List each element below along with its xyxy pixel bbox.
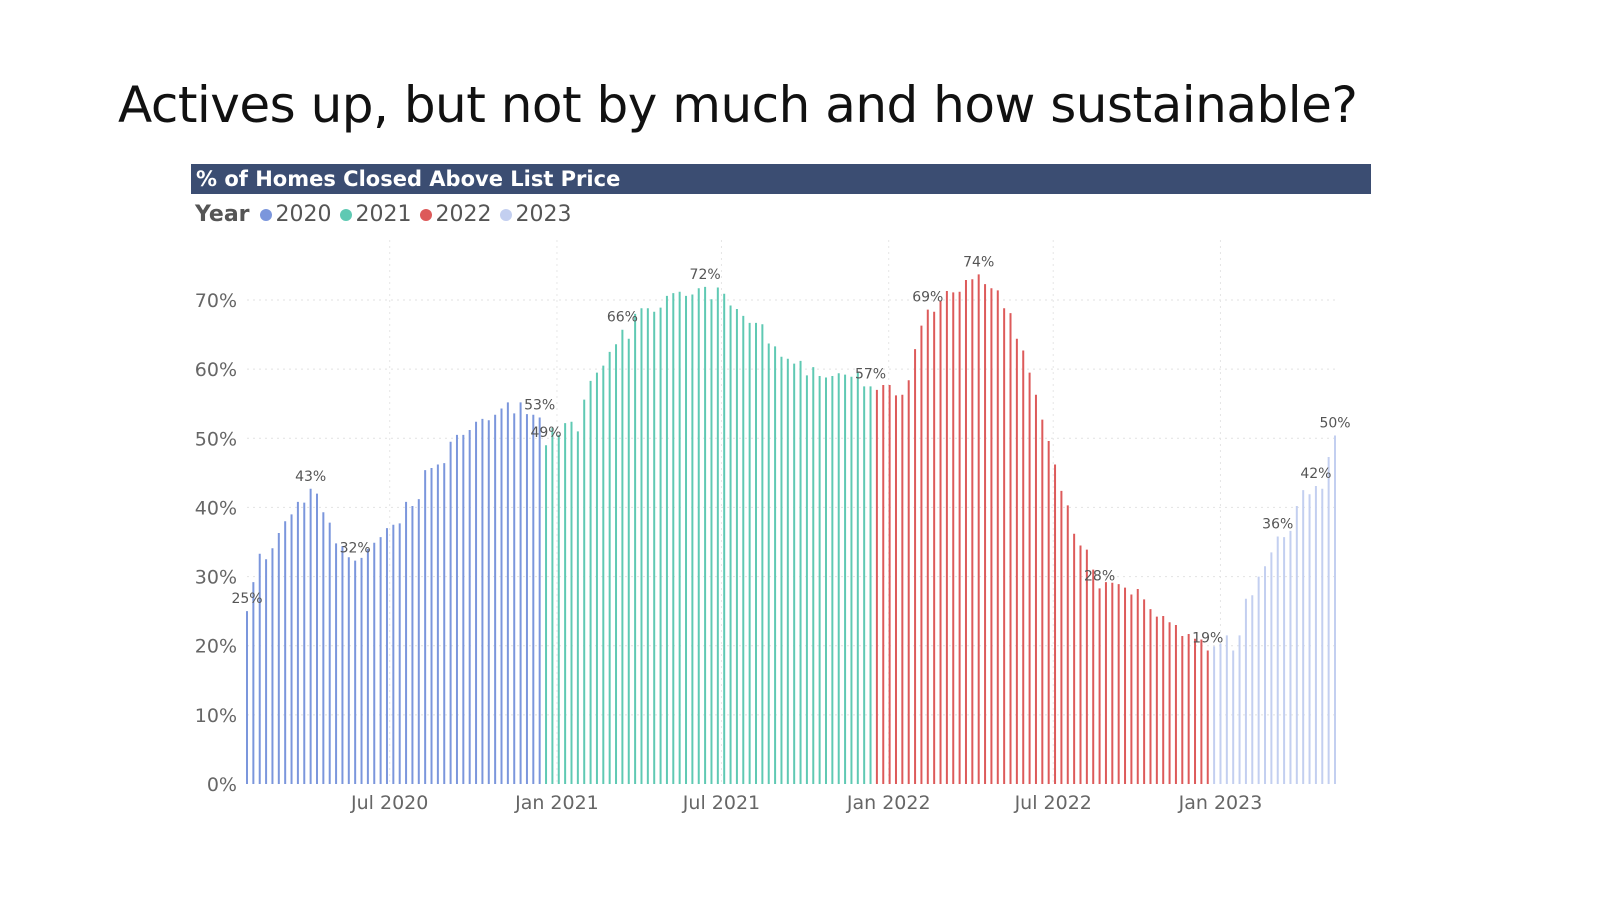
data-label: 36% <box>1262 516 1293 532</box>
legend-label: 2021 <box>355 202 412 227</box>
data-labels: 25% 43% 32% 53% 49% 66% 72% 57% 69% 74% 28% 19% 36% 4… <box>231 254 1350 646</box>
chart-title: % of Homes Closed Above List Price <box>191 164 1371 194</box>
data-label: 53% <box>524 398 555 414</box>
legend-label: 2022 <box>435 202 492 227</box>
axes: 0% 10% 20% 30% 40% 50% 60% 70% Jul 2020 Jan 2021 J… <box>195 290 1263 814</box>
data-label: 32% <box>340 541 371 557</box>
legend-dot-icon <box>339 208 352 221</box>
y-tick-label: 50% <box>195 428 237 450</box>
y-tick-label: 0% <box>207 774 237 796</box>
data-label: 72% <box>690 267 721 283</box>
x-tick-label: Jan 2021 <box>514 792 599 814</box>
data-label: 74% <box>963 254 994 270</box>
x-tick-label: Jul 2020 <box>350 792 428 814</box>
x-tick-label: Jul 2021 <box>682 792 760 814</box>
x-tick-label: Jan 2023 <box>1178 792 1263 814</box>
legend-item-2022[interactable]: 2022 <box>419 202 492 227</box>
y-tick-label: 40% <box>195 497 237 519</box>
data-label: 66% <box>607 310 638 326</box>
data-label: 43% <box>295 469 326 485</box>
chart-legend: Year 2020 2021 2022 2023 <box>195 202 580 227</box>
legend-item-2023[interactable]: 2023 <box>499 202 572 227</box>
x-tick-label: Jan 2022 <box>846 792 931 814</box>
y-tick-label: 30% <box>195 567 237 589</box>
legend-dot-icon <box>259 208 272 221</box>
data-label: 69% <box>912 290 943 306</box>
y-tick-label: 60% <box>195 359 237 381</box>
data-label: 28% <box>1084 568 1115 584</box>
bars <box>246 274 1336 784</box>
y-tick-label: 20% <box>195 636 237 658</box>
legend-label: 2020 <box>275 202 332 227</box>
data-label: 42% <box>1300 466 1331 482</box>
data-label: 19% <box>1192 631 1223 647</box>
legend-title: Year <box>195 202 250 227</box>
x-tick-label: Jul 2022 <box>1014 792 1092 814</box>
legend-item-2020[interactable]: 2020 <box>259 202 332 227</box>
data-label: 57% <box>855 366 886 382</box>
legend-item-2021[interactable]: 2021 <box>339 202 412 227</box>
legend-label: 2023 <box>515 202 572 227</box>
data-label: 25% <box>231 591 262 607</box>
gridlines <box>247 240 1335 784</box>
y-tick-label: 10% <box>195 705 237 727</box>
data-label: 50% <box>1319 416 1350 432</box>
legend-dot-icon <box>499 208 512 221</box>
data-label: 49% <box>530 425 561 441</box>
y-tick-label: 70% <box>195 290 237 312</box>
slide-title: Actives up, but not by much and how sust… <box>118 76 1358 134</box>
legend-dot-icon <box>419 208 432 221</box>
